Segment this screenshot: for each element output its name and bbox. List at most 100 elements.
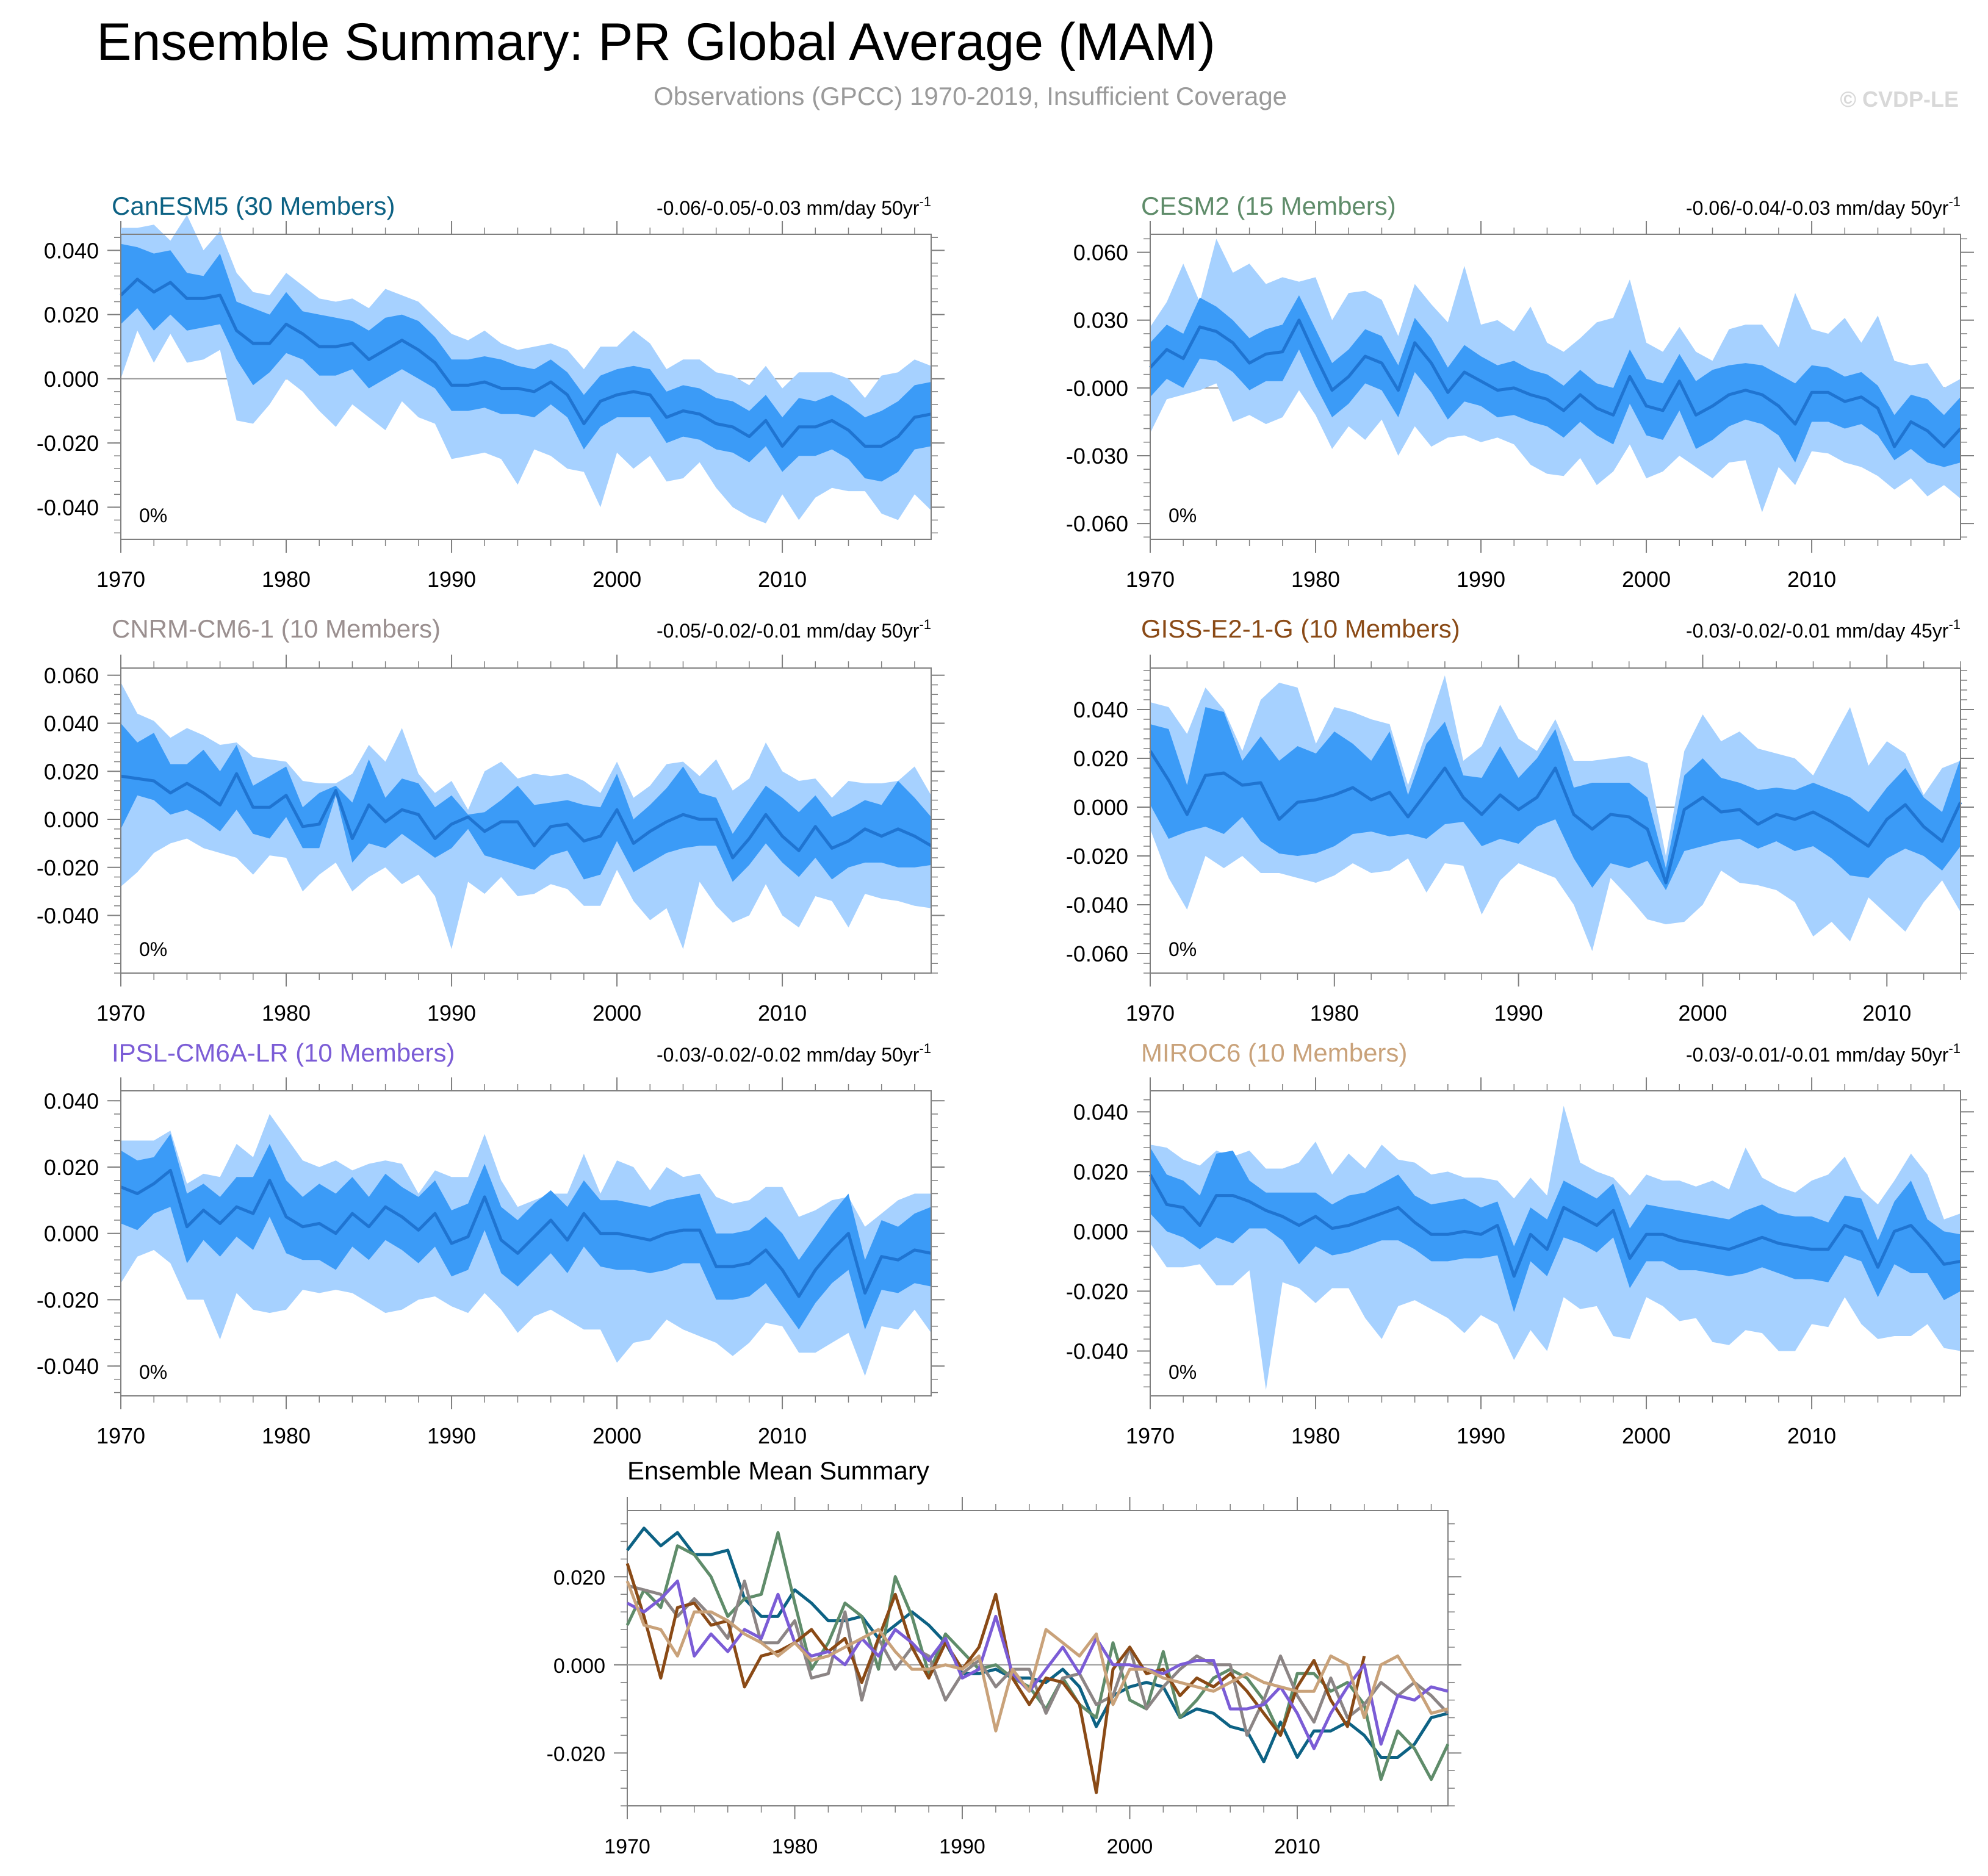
panel-3-xtick-label: 2010: [758, 1001, 807, 1026]
panel-6-xtick-label: 2010: [1787, 1423, 1836, 1448]
panel-2-xtick-label: 1970: [1126, 567, 1175, 592]
panel-4-inner-band: [1150, 707, 1961, 890]
figure-subtitle: Observations (GPCC) 1970-2019, Insuffici…: [654, 82, 1287, 110]
summary-panel-title: Ensemble Mean Summary: [627, 1456, 929, 1485]
summary-panel-series-cesm2: [625, 1531, 1450, 1781]
panel-3-ytick-label: 0.000: [44, 807, 99, 832]
panel-2-xtick-label: 1990: [1457, 567, 1505, 592]
panel-4-ytick-label: -0.020: [1066, 844, 1128, 869]
panel-1-ytick-label: 0.000: [44, 367, 99, 392]
panel-2-outer-band: [1150, 239, 1961, 512]
panel-6-trend-text: -0.03/-0.01/-0.01 mm/day 50yr: [1686, 1044, 1949, 1066]
figure-title: Ensemble Summary: PR Global Average (MAM…: [96, 13, 1215, 71]
panel-3-xtick-label: 1970: [96, 1001, 145, 1026]
panel-5-ytick-label: -0.040: [37, 1354, 99, 1379]
panel-3-title: CNRM-CM6-1 (10 Members): [112, 614, 441, 643]
panel-5-xtick-label: 1990: [427, 1423, 476, 1448]
panel-6: 1970 1980 1990 2000 2010 0.040 0.020 0.000 -0.02…: [1066, 1038, 1974, 1448]
summary-panel-series-ipsl-cm6a-lr: [626, 1580, 1449, 1750]
panel-2-xtick-label: 2010: [1787, 567, 1836, 592]
panel-1-xtick-label: 1980: [262, 567, 311, 592]
summary-panel-ytick-label: 0.000: [553, 1655, 605, 1678]
panel-2: 1970 1980 1990 2000 2010 0.060 0.030 -0.000 -0.0…: [1066, 192, 1974, 592]
panel-4-title: GISS-E2-1-G (10 Members): [1141, 614, 1460, 643]
panel-2-ytick-label: -0.060: [1066, 511, 1128, 536]
panel-1-trend-text: -0.06/-0.05/-0.03 mm/day 50yr: [657, 197, 920, 219]
panel-6-ytick-label: 0.020: [1073, 1159, 1128, 1184]
summary-panel-ytick-label: 0.020: [553, 1566, 605, 1589]
panel-6-xtick-label: 1990: [1457, 1423, 1505, 1448]
panel-4-ytick-label: -0.060: [1066, 941, 1128, 966]
panel-3-frame-top: [120, 667, 932, 974]
panel-5-percent-label: 0%: [139, 1361, 167, 1383]
panel-4-xtick-label: 1970: [1126, 1001, 1175, 1026]
panel-1-ytick-label: 0.040: [44, 238, 99, 263]
summary-panel-xtick-label: 1990: [939, 1835, 985, 1858]
panel-1-inner-band: [121, 243, 931, 482]
panel-6-title: MIROC6 (10 Members): [1141, 1038, 1407, 1067]
panel-1-xtick-label: 2010: [758, 567, 807, 592]
panel-2-title: CESM2 (15 Members): [1141, 192, 1396, 220]
panel-5-trend-exponent: -1: [919, 1041, 931, 1056]
panel-4-ytick-label: 0.020: [1073, 746, 1128, 771]
summary-panel-xtick-label: 2000: [1107, 1835, 1153, 1858]
panel-6-xtick-label: 2000: [1622, 1423, 1671, 1448]
panel-6-frame-top: [1150, 1090, 1961, 1396]
panel-5-ytick-label: 0.020: [44, 1155, 99, 1180]
panel-4-trend: -0.03/-0.02/-0.01 mm/day 45yr-1: [1686, 617, 1961, 642]
panel-2-inner-band: [1150, 295, 1961, 467]
panel-5-xtick-label: 2010: [758, 1423, 807, 1448]
panel-3-ytick-label: 0.060: [44, 663, 99, 688]
panel-5-trend-text: -0.03/-0.02/-0.02 mm/day 50yr: [657, 1044, 920, 1066]
panel-1-xtick-label: 1990: [427, 567, 476, 592]
panel-1-trend-exponent: -1: [919, 194, 931, 209]
panel-2-trend-text: -0.06/-0.04/-0.03 mm/day 50yr: [1686, 197, 1949, 219]
panel-1-mean-line: [120, 278, 932, 448]
panel-4-trend-text: -0.03/-0.02/-0.01 mm/day 45yr: [1686, 620, 1949, 642]
panel-3-mean-line: [120, 772, 932, 860]
summary-panel-ytick-label: -0.020: [547, 1742, 605, 1766]
panel-6-ytick-label: -0.040: [1066, 1339, 1128, 1364]
panel-6-ytick-label: -0.020: [1066, 1279, 1128, 1304]
panel-2-mean-line: [1149, 318, 1962, 448]
panel-2-ytick-label: 0.030: [1073, 308, 1128, 333]
panel-5-frame-top: [120, 1090, 932, 1396]
panel-3-trend-exponent: -1: [919, 617, 931, 632]
panel-2-percent-label: 0%: [1169, 505, 1197, 527]
panel-4-mean-line: [1148, 750, 1962, 885]
panel-2-xtick-label: 2000: [1622, 567, 1671, 592]
panel-3-ytick-label: -0.040: [37, 904, 99, 929]
summary-panel-xtick-label: 2010: [1274, 1835, 1320, 1858]
panel-4-xtick-label: 2000: [1678, 1001, 1727, 1026]
summary-panel-series-miroc6: [625, 1580, 1449, 1733]
panel-4-percent-label: 0%: [1169, 938, 1197, 960]
panel-3-ytick-label: -0.020: [37, 855, 99, 880]
panel-5-inner-band: [121, 1134, 931, 1330]
panel-5-ytick-label: -0.020: [37, 1287, 99, 1312]
panel-4-frame-top: [1150, 667, 1961, 974]
panel-5-ytick-label: 0.040: [44, 1088, 99, 1113]
copyright-label: © CVDP-LE: [1840, 87, 1959, 112]
panel-1-percent-label: 0%: [139, 505, 167, 527]
panel-6-xtick-label: 1970: [1126, 1423, 1175, 1448]
summary-panel-xtick-label: 1970: [604, 1835, 650, 1858]
panel-2-trend-exponent: -1: [1948, 194, 1961, 209]
panel-5: 1970 1980 1990 2000 2010 0.040 0.020 0.000 -0.02…: [37, 1038, 945, 1448]
panel-3-trend-text: -0.05/-0.02/-0.01 mm/day 50yr: [657, 620, 920, 642]
panel-4-ytick-label: 0.040: [1073, 697, 1128, 722]
panel-6-mean-line: [1148, 1174, 1961, 1278]
panel-4-xtick-label: 1990: [1494, 1001, 1543, 1026]
summary-panel-xtick-label: 1980: [772, 1835, 818, 1858]
panel-1-ytick-label: -0.040: [37, 495, 99, 520]
panel-1-frame-top: [120, 234, 932, 540]
panel-5-trend: -0.03/-0.02/-0.02 mm/day 50yr-1: [657, 1041, 931, 1066]
panel-5-title: IPSL-CM6A-LR (10 Members): [112, 1038, 455, 1067]
panel-2-trend: -0.06/-0.04/-0.03 mm/day 50yr-1: [1686, 194, 1961, 219]
panel-4-ytick-label: 0.000: [1073, 795, 1128, 820]
panels: 1970 1980 1990 2000 2010 0.040 0.020 0.000 -0.02…: [37, 192, 1974, 1858]
panel-6-xtick-label: 1980: [1291, 1423, 1340, 1448]
panel-5-ytick-label: 0.000: [44, 1221, 99, 1246]
panel-4-xtick-label: 2010: [1862, 1001, 1911, 1026]
panel-1-ytick-label: 0.020: [44, 303, 99, 328]
